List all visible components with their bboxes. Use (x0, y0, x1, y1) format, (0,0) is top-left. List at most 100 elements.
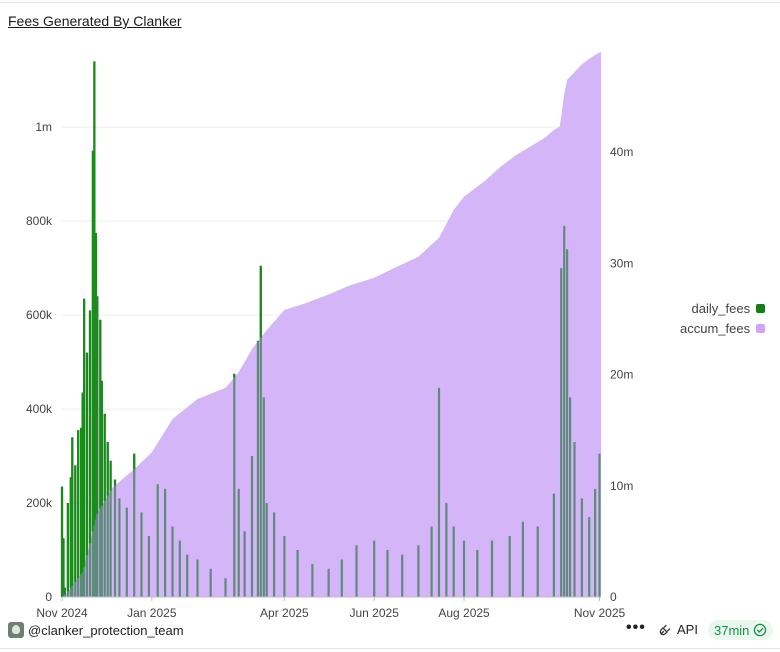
bar-daily-fees (552, 493, 555, 597)
freshness-label: 37min (714, 622, 750, 638)
bar-daily-fees-exposed (133, 453, 136, 470)
bar-daily-fees (476, 550, 479, 597)
bar-daily-fees (445, 503, 448, 597)
bar-daily-fees (140, 512, 143, 597)
y-left-tick-label: 600k (26, 308, 53, 322)
bar-daily-fees (243, 531, 246, 597)
bar-daily-fees (490, 540, 494, 597)
chart-title[interactable]: Fees Generated By Clanker (8, 13, 182, 29)
bar-daily-fees-exposed (106, 442, 109, 496)
bar-daily-fees (103, 413, 106, 597)
bar-daily-fees (296, 550, 299, 597)
author-link[interactable]: @clanker_protection_team (8, 622, 184, 638)
bar-daily-fees (569, 397, 572, 597)
bar-daily-fees-exposed (256, 340, 259, 342)
legend-swatch (756, 303, 766, 313)
y-left-tick-label: 800k (26, 214, 53, 228)
y-left-tick-label: 400k (26, 402, 53, 416)
bar-daily-fees-exposed (80, 427, 83, 575)
bar-daily-fees-exposed (71, 437, 74, 586)
bar-daily-fees-exposed (66, 503, 69, 592)
bar-daily-fees (355, 545, 358, 597)
bar-daily-fees-exposed (88, 310, 92, 544)
bar-daily-fees (588, 517, 591, 597)
bar-daily-fees-exposed (100, 380, 103, 506)
bar-daily-fees-exposed (62, 538, 65, 596)
bar-daily-fees-exposed (233, 373, 236, 378)
bar-daily-fees-exposed (93, 61, 96, 526)
bar-daily-fees (259, 265, 262, 597)
bar-daily-fees (262, 397, 265, 597)
bar-daily-fees-exposed (85, 352, 89, 555)
bar-daily-fees-exposed (77, 430, 80, 579)
y-left-tick-label: 0 (45, 590, 52, 604)
y-right-tick-label: 30m (610, 256, 633, 270)
bar-daily-fees (373, 540, 376, 597)
check-circle-icon (754, 623, 767, 637)
bar-daily-fees (178, 540, 181, 597)
legend-item-accum-fees[interactable]: accum_fees (680, 318, 766, 338)
x-tick-label: Jan 2025 (127, 606, 177, 620)
plug-icon (659, 624, 671, 635)
bar-daily-fees (133, 453, 136, 597)
footer: @clanker_protection_team ••• API 37min (0, 618, 780, 644)
x-tick-label: Jun 2025 (350, 606, 400, 620)
bar-daily-fees-exposed (103, 413, 106, 501)
bar-daily-fees (560, 268, 563, 597)
bar-daily-fees (147, 535, 150, 597)
x-tick-label: Nov 2024 (36, 606, 88, 620)
bar-daily-fees (164, 488, 167, 597)
legend-label: accum_fees (680, 320, 751, 336)
bar-daily-fees-exposed (259, 265, 262, 338)
bar-daily-fees (462, 540, 466, 597)
y-right-tick-label: 10m (610, 479, 633, 493)
bar-daily-fees (417, 545, 420, 597)
bar-daily-fees (209, 568, 212, 597)
y-right-tick-label: 20m (610, 368, 633, 382)
more-options-button[interactable]: ••• (626, 619, 646, 636)
x-tick-label: Nov 2025 (574, 606, 626, 620)
bar-daily-fees (118, 498, 121, 597)
y-right-tick-label: 40m (610, 145, 633, 159)
bar-daily-fees (196, 559, 199, 597)
bar-daily-fees (536, 526, 539, 597)
author-name: @clanker_protection_team (28, 622, 184, 638)
bar-daily-fees (327, 568, 330, 597)
bar-daily-fees (233, 373, 236, 597)
bar-daily-fees (171, 526, 174, 597)
bar-daily-fees (256, 340, 259, 597)
legend-swatch (756, 323, 766, 333)
bar-daily-fees-exposed (69, 477, 72, 588)
bar-daily-fees (283, 535, 286, 597)
bar-daily-fees (566, 249, 569, 598)
y-right-tick-label: 0 (610, 590, 617, 604)
legend-item-daily-fees[interactable]: daily_fees (680, 298, 766, 318)
legend-label: daily_fees (691, 300, 751, 316)
legend: daily_fees accum_fees (680, 298, 766, 338)
freshness-badge: 37min (708, 620, 774, 640)
bar-daily-fees-exposed (60, 486, 64, 597)
y-left-tick-label: 1m (35, 120, 52, 134)
top-divider (0, 2, 780, 3)
api-button[interactable]: API (658, 622, 698, 637)
bar-daily-fees (508, 535, 511, 597)
bar-daily-fees (311, 564, 314, 597)
bar-daily-fees (273, 512, 276, 597)
bar-daily-fees (521, 521, 524, 597)
bar-daily-fees (340, 559, 343, 597)
bar-daily-fees (386, 550, 389, 597)
series-area-accum-fees (62, 52, 601, 597)
bar-daily-fees (437, 387, 441, 597)
bar-daily-fees (250, 456, 254, 597)
bar-daily-fees (156, 484, 159, 597)
bar-daily-fees (125, 507, 128, 597)
bottom-divider (0, 648, 780, 649)
x-tick-label: Aug 2025 (438, 606, 490, 620)
bar-daily-fees-exposed (74, 465, 77, 582)
bar-daily-fees (113, 479, 117, 597)
bar-daily-fees (109, 460, 112, 598)
y-left-tick-label: 200k (26, 496, 53, 510)
bar-daily-fees-exposed (83, 298, 86, 567)
x-tick-label: Apr 2025 (260, 606, 309, 620)
avatar (8, 622, 24, 638)
